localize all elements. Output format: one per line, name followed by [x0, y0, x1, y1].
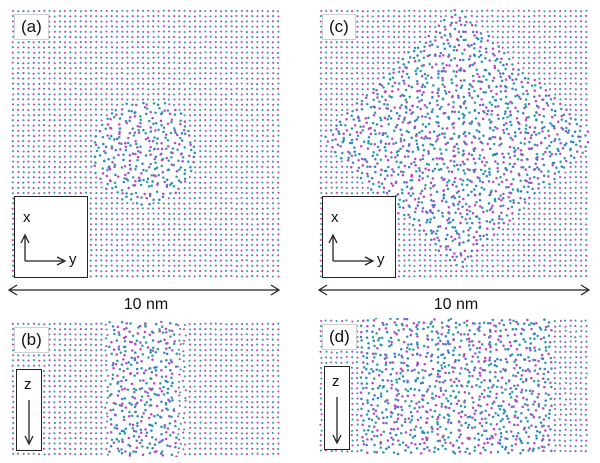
panel-a-xy-small-cluster: (a) x y — [10, 8, 280, 280]
axis-indicator-c: x y — [322, 196, 396, 278]
axis-arrow-d — [332, 397, 342, 445]
axis-label-x-a: x — [23, 209, 31, 226]
panel-label-b: (b) — [14, 327, 49, 353]
axis-arrows-c — [328, 233, 375, 266]
axis-indicator-a: x y — [14, 196, 88, 278]
panel-label-c: (c) — [322, 14, 356, 40]
axis-label-y-c: y — [377, 251, 385, 268]
panel-label-d: (d) — [322, 324, 357, 350]
scale-bar-left — [7, 284, 281, 296]
panel-c-xy-large-cluster: (c) x y — [318, 8, 590, 280]
lattice-image-b — [11, 321, 280, 457]
axis-label-z-b: z — [24, 376, 32, 393]
lattice-image-d — [319, 318, 588, 456]
axis-arrows-a — [20, 233, 67, 266]
scale-bar-label-left: 10 nm — [123, 296, 169, 313]
panel-d-z-large-cluster: (d) z — [318, 318, 590, 456]
lattice-image-c — [319, 8, 590, 278]
scale-bar-label-right: 10 nm — [433, 296, 479, 313]
panel-label-a: (a) — [14, 14, 49, 40]
axis-indicator-d: z — [324, 366, 350, 450]
axis-label-y-a: y — [69, 251, 77, 268]
axis-arrow-b — [24, 400, 34, 446]
scale-bar-right — [317, 284, 591, 296]
axis-label-x-c: x — [331, 209, 339, 226]
panel-b-z-small-cluster: (b) z — [10, 321, 280, 457]
axis-indicator-b: z — [16, 369, 42, 451]
axis-label-z-d: z — [332, 373, 340, 390]
